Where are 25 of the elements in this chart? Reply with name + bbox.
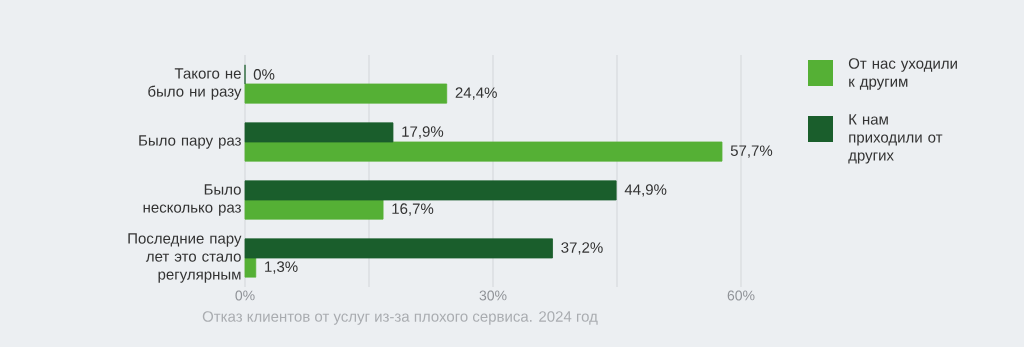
data-label: 57,7% <box>730 145 773 158</box>
data-label: 37,2% <box>561 242 603 255</box>
data-label: 1,3% <box>265 261 298 274</box>
text: Отказ клиентов от услуг из-за плохого сервиса. 2024 год <box>202 311 598 325</box>
data-label: 0% <box>253 69 275 80</box>
bar <box>244 141 723 162</box>
x-tick-label: 60% <box>727 290 755 301</box>
x-tick-label: 0% <box>235 290 255 301</box>
bar <box>244 180 617 201</box>
y-tick-label: Последние пару лет это стало регулярным <box>128 233 242 283</box>
bar <box>244 238 553 259</box>
data-label: 17,9% <box>402 126 444 139</box>
bar <box>244 122 394 143</box>
y-tick-label: Такого не было ни разу <box>148 68 242 100</box>
data-label: 24,4% <box>455 87 497 100</box>
data-label: 44,9% <box>624 184 667 197</box>
x-tick-label: 30% <box>479 290 507 301</box>
legend-label: От нас уходили к другим <box>848 58 957 90</box>
legend-label: К нам приходили от других <box>848 114 943 164</box>
y-tick-label: Было несколько раз <box>143 184 241 216</box>
bar <box>244 257 257 278</box>
data-label: 16,7% <box>392 203 434 216</box>
bar <box>244 199 384 220</box>
bar <box>244 83 448 104</box>
y-tick-label: Было пару раз <box>139 135 241 149</box>
